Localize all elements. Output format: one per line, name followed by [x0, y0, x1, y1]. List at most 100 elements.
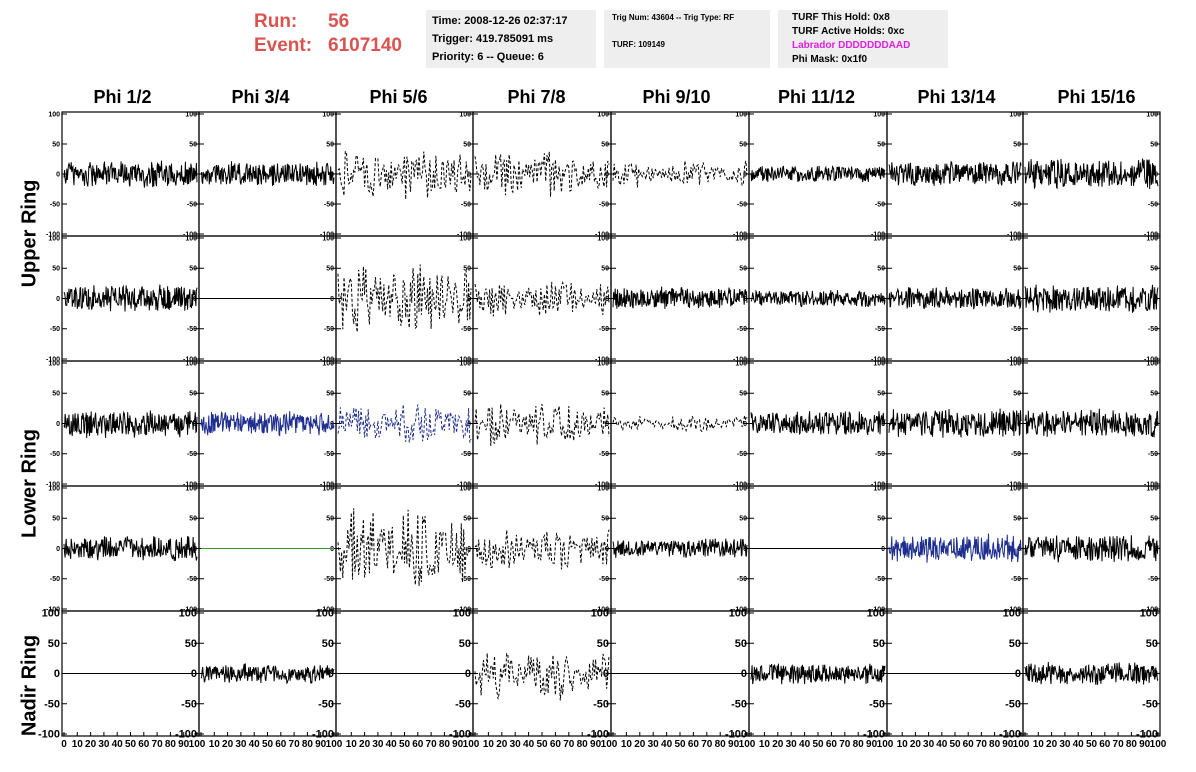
y-tick-label-right: 0	[465, 668, 471, 680]
x-tick-label: 40	[112, 739, 124, 750]
panel-frame	[335, 111, 474, 237]
y-tick-label-right: 100	[1146, 111, 1158, 118]
y-tick-label-right: 100	[867, 608, 885, 620]
waveform-trace	[63, 410, 198, 439]
y-tick-label-right: -50	[1011, 576, 1021, 583]
y-tick-label-right: 100	[1146, 360, 1158, 367]
x-tick-label: 70	[1113, 739, 1125, 750]
x-tick-label: 50	[125, 739, 137, 750]
x-tick-label: 80	[1126, 739, 1138, 750]
y-tick-label-left: 100	[48, 235, 60, 242]
x-tick-label: 60	[826, 739, 838, 750]
event-label: Event:	[254, 35, 313, 56]
panel-r3-c3: 100 50 0 -50 -100	[335, 360, 474, 488]
y-tick-label-left: -100	[46, 356, 60, 363]
waveform-trace	[474, 404, 610, 446]
y-tick-label-left: 0	[56, 171, 60, 178]
y-tick-label-right: 100	[1009, 485, 1021, 492]
y-tick-label-right: 50	[322, 638, 334, 650]
y-tick-label-right: 0	[1015, 668, 1021, 680]
x-tick-label: 50	[262, 739, 274, 750]
x-tick-label: 80	[989, 739, 1001, 750]
y-tick-label-right: 50	[326, 266, 334, 273]
y-tick-label-right: 100	[185, 111, 197, 118]
column-header-phi-9-10: Phi 9/10	[642, 87, 711, 107]
y-tick-label-right: -100	[312, 729, 334, 741]
y-tick-label-left: 50	[52, 266, 60, 273]
y-tick-label-right: -50	[875, 576, 885, 583]
x-tick-label: 20	[634, 739, 646, 750]
x-tick-label: 60	[963, 739, 975, 750]
y-tick-label-right: 100	[873, 111, 885, 118]
panel-frame	[610, 111, 750, 237]
x-tick-label: 50	[1086, 739, 1098, 750]
y-tick-label-right: 0	[605, 421, 609, 428]
y-tick-label-right: 0	[467, 171, 471, 178]
x-tick-label: 100	[877, 739, 894, 750]
x-tick-label: 60	[412, 739, 424, 750]
x-tick-label: 100	[739, 739, 756, 750]
x-tick-label: 40	[523, 739, 535, 750]
priority-text: Priority: 6 -- Queue: 6	[432, 51, 544, 63]
x-tick-label: 90	[1002, 739, 1014, 750]
y-tick-label-right: 50	[326, 391, 334, 398]
y-tick-label-right: -100	[175, 729, 197, 741]
y-tick-label-right: -50	[1005, 698, 1021, 710]
y-tick-label-right: -100	[183, 356, 197, 363]
x-tick-label: 50	[674, 739, 686, 750]
y-tick-label-left: 0	[56, 546, 60, 553]
run-label: Run:	[254, 11, 298, 32]
waveform-trace	[888, 160, 1022, 186]
x-tick-label: 80	[439, 739, 451, 750]
y-tick-label-right: 50	[1013, 266, 1021, 273]
y-tick-label-left: 100	[48, 111, 60, 118]
y-tick-label-right: -100	[320, 481, 334, 488]
y-tick-label-right: 50	[1150, 391, 1158, 398]
x-tick-label: 60	[275, 739, 287, 750]
x-tick-label: 100	[463, 739, 480, 750]
column-header-phi-11-12: Phi 11/12	[777, 87, 856, 107]
x-tick-label: 70	[289, 739, 301, 750]
y-tick-label-right: 0	[193, 421, 197, 428]
y-tick-label-right: -50	[1011, 451, 1021, 458]
waveform-trace	[750, 164, 886, 183]
y-tick-label-right: -100	[457, 231, 471, 238]
x-tick-label: 20	[772, 739, 784, 750]
y-tick-label-right: 100	[322, 360, 334, 367]
x-tick-label: 70	[563, 739, 575, 750]
y-tick-label-right: 100	[459, 111, 471, 118]
y-tick-label-left: 50	[52, 141, 60, 148]
y-tick-label-right: -50	[599, 201, 609, 208]
y-tick-label-right: 50	[739, 266, 747, 273]
x-tick-label: 20	[222, 739, 234, 750]
y-tick-label-right: -100	[587, 729, 609, 741]
y-tick-label-right: -100	[1144, 356, 1158, 363]
x-tick-label: 80	[577, 739, 589, 750]
y-tick-label-right: -50	[593, 698, 609, 710]
x-tick-label: 10	[897, 739, 909, 750]
y-tick-label-right: 50	[1013, 391, 1021, 398]
x-tick-label: 20	[1046, 739, 1058, 750]
y-tick-label-right: -100	[871, 356, 885, 363]
column-header-phi-13-14: Phi 13/14	[917, 87, 996, 107]
y-tick-label-right: 100	[597, 360, 609, 367]
y-tick-label-right: 0	[467, 546, 471, 553]
waveform-trace	[612, 160, 748, 188]
y-tick-label-right: 50	[739, 391, 747, 398]
y-tick-label-right: 50	[877, 516, 885, 523]
turf-this-hold-text: TURF This Hold: 0x8	[792, 12, 890, 23]
y-tick-label-right: 50	[739, 141, 747, 148]
x-tick-label: 80	[715, 739, 727, 750]
y-tick-label-right: 50	[463, 266, 471, 273]
x-tick-label: 20	[910, 739, 922, 750]
y-tick-label-right: 50	[601, 391, 609, 398]
waveform-trace	[1024, 408, 1159, 438]
y-tick-label-right: -50	[875, 451, 885, 458]
